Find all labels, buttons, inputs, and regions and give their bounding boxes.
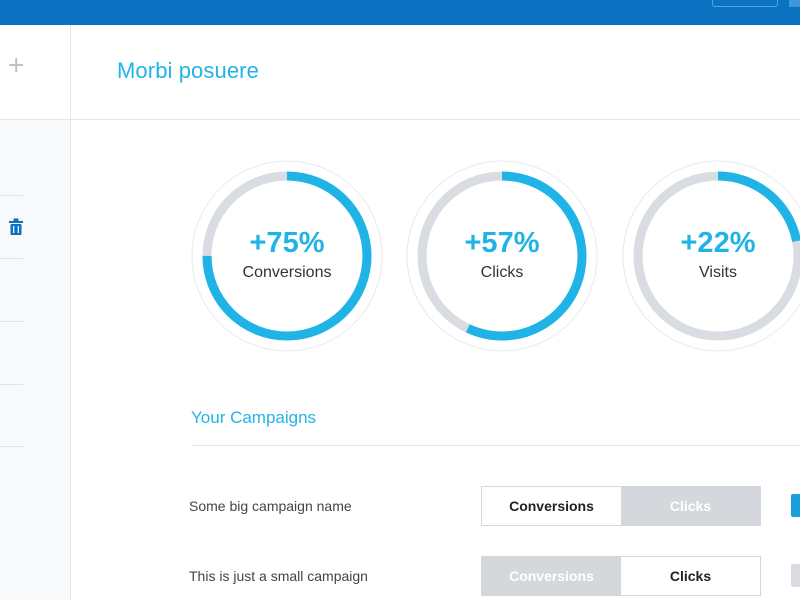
stat-value: +75% xyxy=(249,227,325,259)
campaign-checkbox[interactable] xyxy=(791,494,800,517)
plus-icon[interactable]: + xyxy=(7,53,26,78)
progress-ring xyxy=(406,160,598,352)
stat-visits: +22% Visits xyxy=(622,160,800,352)
campaign-name: This is just a small campaign xyxy=(189,568,368,584)
stat-label: Conversions xyxy=(242,264,332,281)
page-header: Morbi posuere xyxy=(71,25,800,120)
stat-value: +22% xyxy=(680,227,756,259)
toggle-option-clicks[interactable]: Clicks xyxy=(621,557,760,595)
stat-label: Visits xyxy=(699,264,737,281)
sidebar-divider xyxy=(0,384,23,385)
sidebar-divider xyxy=(0,446,23,447)
metric-toggle: Conversions Clicks xyxy=(481,556,761,596)
sidebar-divider xyxy=(0,321,23,322)
stat-clicks: +57% Clicks xyxy=(406,160,598,352)
progress-ring xyxy=(191,160,383,352)
toggle-option-conversions[interactable]: Conversions xyxy=(482,487,621,525)
progress-ring xyxy=(622,160,800,352)
top-bar-edge-button[interactable] xyxy=(789,0,800,7)
top-bar-button[interactable] xyxy=(712,0,778,7)
toggle-option-clicks[interactable]: Clicks xyxy=(621,487,760,525)
section-divider xyxy=(191,445,800,446)
page-title: Morbi posuere xyxy=(117,58,259,83)
sidebar-divider xyxy=(0,195,23,196)
sidebar: + xyxy=(0,25,71,600)
section-title: Your Campaigns xyxy=(191,408,317,427)
stat-label: Clicks xyxy=(480,264,524,281)
campaign-checkbox[interactable] xyxy=(791,564,800,587)
sidebar-header: + xyxy=(0,25,70,120)
top-bar xyxy=(0,0,800,25)
stat-value: +57% xyxy=(464,227,540,259)
campaign-name: Some big campaign name xyxy=(189,498,352,514)
toggle-option-conversions[interactable]: Conversions xyxy=(482,557,621,595)
trash-icon[interactable] xyxy=(9,218,23,235)
sidebar-divider xyxy=(0,258,23,259)
stat-conversions: +75% Conversions xyxy=(191,160,383,352)
metric-toggle: Conversions Clicks xyxy=(481,486,761,526)
